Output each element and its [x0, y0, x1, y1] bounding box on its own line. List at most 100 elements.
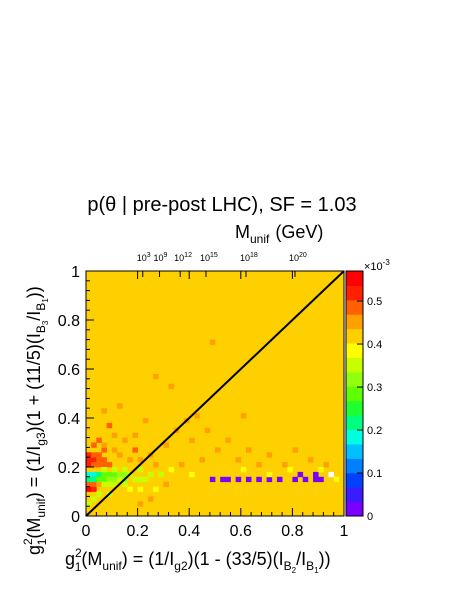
- heatmap-cell: [137, 501, 144, 507]
- heatmap-cell: [91, 457, 97, 463]
- heatmap-cell: [116, 471, 123, 478]
- heatmap-cell: [137, 486, 144, 492]
- x-axis-label: g2 1(Munif) = (1/Ig2)(1 - (33/5)(IB2/IB1)…: [65, 546, 331, 575]
- x-tick-label: 0.4: [178, 523, 200, 540]
- colorbar-band: [346, 271, 363, 286]
- heatmap-cell: [127, 457, 133, 463]
- heatmap-cell: [96, 476, 102, 483]
- y-axis-label-group: g21(Munif) = (1/Ig3)(1 + (11/5)(IB3/IB1)…: [21, 286, 50, 555]
- y-tick-label: 0.4: [58, 411, 80, 428]
- heatmap-cell: [235, 476, 242, 483]
- colorbar-tick-label: 0.1: [367, 468, 382, 480]
- heatmap-cell: [168, 467, 175, 473]
- heatmap-cell: [142, 476, 149, 483]
- heatmap-cell: [101, 457, 108, 463]
- heatmap-cell: [122, 467, 128, 473]
- heatmap-cell: [245, 476, 252, 483]
- heatmap-cell: [240, 467, 247, 473]
- heatmap-cell: [158, 471, 164, 478]
- heatmap-cell: [307, 457, 314, 463]
- colorbar-tick-label: 0: [367, 511, 373, 523]
- heatmap-cell: [91, 476, 97, 483]
- top-tick-label: 1012: [174, 252, 192, 263]
- heatmap-cell: [91, 471, 97, 478]
- heatmap-cell: [209, 476, 216, 483]
- y-tick-label: 0.8: [58, 313, 80, 330]
- y-axis-label: g21(Munif) = (1/Ig3)(1 + (11/5)(IB3/IB1)…: [21, 286, 50, 555]
- colorbar-band: [346, 429, 363, 445]
- colorbar-band: [346, 343, 363, 358]
- heatmap-cell: [333, 476, 340, 483]
- colorbar-ticks: 0 0.1 0.2 0.3 0.4 0.5: [357, 296, 382, 523]
- y-tick-label: 0.6: [58, 362, 80, 379]
- heatmap-cell: [225, 476, 231, 483]
- colorbar-band: [346, 328, 363, 344]
- heatmap-cell: [111, 467, 118, 473]
- heatmap-cell: [153, 462, 159, 468]
- heatmap-cell: [91, 481, 97, 487]
- heatmap-cell: [86, 476, 92, 483]
- heatmap-cell: [209, 339, 216, 345]
- heatmap-cell: [204, 427, 211, 434]
- heatmap-cell: [137, 476, 144, 483]
- heatmap-cell: [116, 452, 123, 458]
- heatmap-cell: [235, 457, 242, 463]
- heatmap-cell: [147, 496, 154, 502]
- heatmap-cell: [147, 471, 154, 478]
- colorbar-band: [346, 371, 363, 387]
- colorbar-tick-label: 0.3: [367, 382, 382, 394]
- colorbar-tick-label: 0.4: [367, 339, 382, 351]
- heatmap-cell: [240, 413, 247, 419]
- colorbar-multiplier: ×10-3: [364, 258, 390, 273]
- colorbar: [345, 270, 364, 517]
- heatmap-cell: [292, 447, 298, 453]
- heatmap-cell: [96, 471, 102, 478]
- heatmap-cell: [101, 481, 108, 487]
- colorbar-band: [346, 400, 363, 416]
- colorbar-band: [346, 501, 363, 517]
- heatmap-cell: [266, 471, 273, 478]
- heatmap-cell: [266, 476, 273, 483]
- x-tick-label: 0.8: [281, 523, 303, 540]
- colorbar-band: [346, 299, 363, 315]
- top-axis-label: Munif (GeV): [235, 222, 323, 246]
- heatmap-cell: [292, 476, 298, 483]
- heatmap-cell: [96, 457, 102, 463]
- heatmap-cell: [101, 467, 108, 473]
- heatmap-cell: [86, 501, 92, 507]
- x-axis-ticks: 0 0.2 0.4 0.6 0.8 1: [82, 271, 349, 540]
- top-tick-label: 103: [137, 252, 151, 263]
- heatmap-cell: [96, 481, 102, 487]
- heatmap-cell: [86, 471, 92, 478]
- heatmap-cell: [318, 467, 324, 473]
- heatmap-cell: [297, 471, 304, 478]
- x-tick-label: 1: [340, 523, 349, 540]
- colorbar-band: [346, 487, 363, 503]
- heatmap-cell: [91, 452, 97, 458]
- heatmap-cell: [256, 462, 262, 468]
- heatmap-cell: [122, 481, 128, 487]
- heatmap-cell: [137, 457, 144, 463]
- top-tick-label: 1020: [289, 252, 307, 263]
- colorbar-tick-label: 0.2: [367, 425, 382, 437]
- heatmap-cell: [101, 447, 108, 453]
- heatmap-cell: [91, 462, 97, 468]
- diagonal-line: [85, 270, 345, 517]
- heatmap-cell: [318, 476, 324, 483]
- heatmap-cell: [163, 442, 169, 448]
- heatmap-cell: [215, 447, 221, 453]
- colorbar-band: [346, 314, 363, 330]
- colorbar-frame: [345, 270, 364, 517]
- heatmap-cell: [323, 462, 329, 468]
- heatmap-cell: [276, 476, 283, 483]
- heatmap-cell: [153, 373, 159, 380]
- heatmap-cell: [86, 457, 92, 463]
- heatmap-cell: [101, 442, 108, 448]
- colorbar-band: [346, 386, 363, 402]
- heatmap-cell: [313, 476, 319, 483]
- heatmap-cell: [86, 462, 92, 468]
- heatmap-cell: [111, 471, 118, 478]
- x-tick-label: 0.2: [126, 523, 148, 540]
- heatmap-cell: [96, 491, 102, 497]
